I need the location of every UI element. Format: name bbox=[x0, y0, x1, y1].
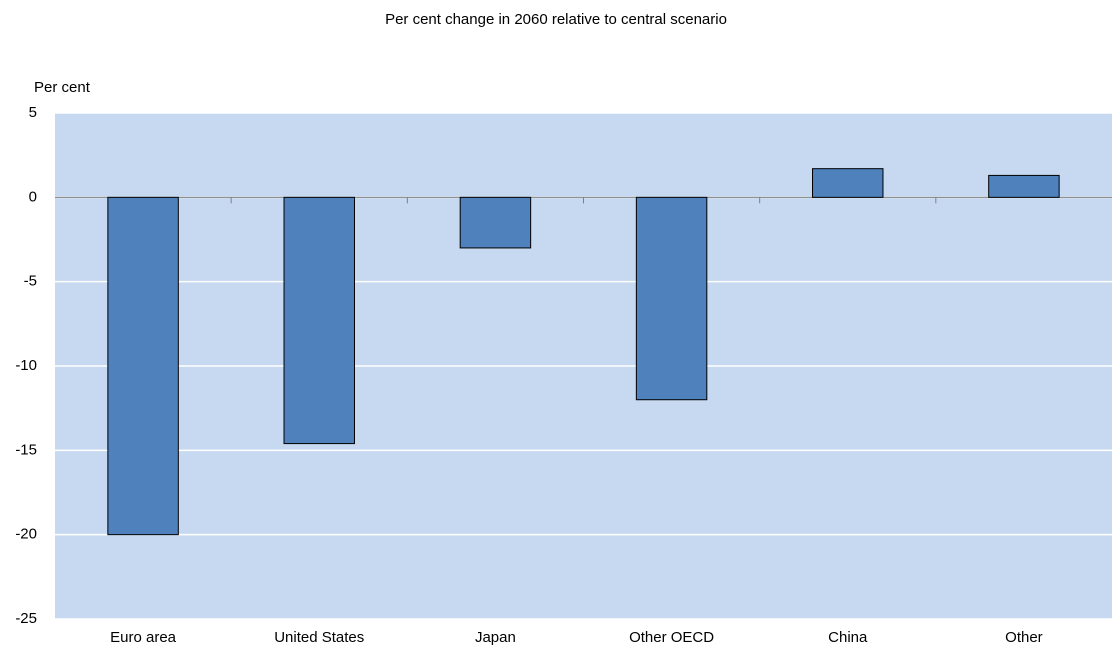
y-axis-label: Per cent bbox=[34, 79, 91, 96]
y-tick-label: -15 bbox=[15, 441, 37, 458]
bar bbox=[107, 196, 179, 536]
chart-title: Per cent change in 2060 relative to cent… bbox=[385, 11, 727, 28]
y-tick-label: -5 bbox=[24, 273, 37, 290]
bar bbox=[459, 196, 532, 249]
y-tick-label: -10 bbox=[15, 357, 37, 374]
x-tick-label: Other bbox=[1005, 629, 1043, 646]
bar bbox=[635, 196, 708, 401]
x-tick-label: Euro area bbox=[110, 629, 177, 646]
x-tick-label: China bbox=[828, 629, 868, 646]
bar bbox=[988, 174, 1060, 198]
x-tick-label: Other OECD bbox=[629, 629, 714, 646]
x-tick-label: Japan bbox=[475, 629, 516, 646]
y-tick-label: 0 bbox=[29, 188, 37, 205]
y-tick-label: 5 bbox=[29, 104, 37, 121]
y-tick-label: -20 bbox=[15, 526, 37, 543]
x-tick-label: United States bbox=[274, 629, 364, 646]
bar bbox=[283, 196, 355, 445]
bar bbox=[812, 168, 884, 198]
y-tick-label: -25 bbox=[15, 610, 37, 627]
